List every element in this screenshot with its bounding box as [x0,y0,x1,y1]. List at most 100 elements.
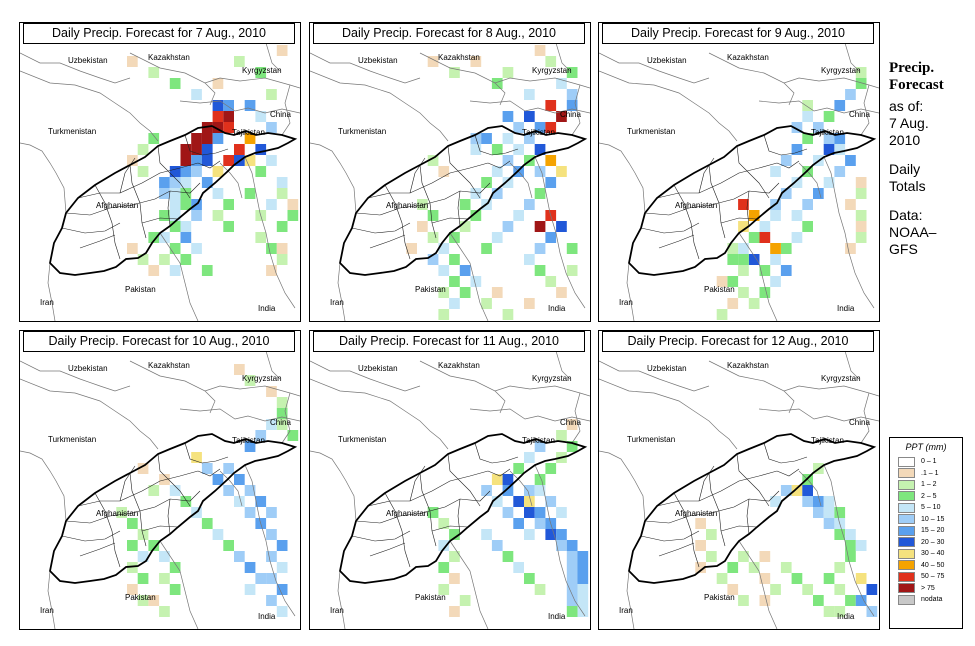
precip-cell [159,177,170,188]
precip-cell [427,155,439,166]
country-border [337,570,346,629]
province-border [77,470,199,507]
precip-cell [545,56,557,67]
precip-cell [276,243,288,254]
precip-cell [524,507,535,518]
precip-cell [276,562,288,573]
province-border [474,442,519,464]
province-border [736,145,770,199]
precip-cell [834,100,846,111]
country-border [281,392,291,444]
country-border [509,470,533,507]
map-label-kazakhstan: Kazakhstan [438,361,480,370]
map-label-india: India [548,612,566,621]
precip-cell [191,155,202,166]
precip-cell [212,78,224,89]
map-label-china: China [849,418,870,427]
precip-cell [566,67,578,78]
precip-cell [127,518,138,529]
precip-cell [449,551,460,562]
precip-cell [855,78,867,89]
data-line1: Data: [889,207,923,223]
map-frame: Uzbekistan Kazakhstan Kyrgyzstan Turkmenist… [309,22,591,322]
precip-cell [127,540,138,551]
precip-cell [127,243,138,254]
province-border [119,157,136,194]
precip-cell [534,243,546,254]
legend-label: .1 – 1 [921,469,939,477]
precip-cell [180,177,192,188]
precip-cell [545,496,557,507]
precip-cell [223,122,234,133]
country-border [494,82,506,106]
precip-cell [470,188,482,199]
precip-cell [759,232,771,243]
precip-cell [738,221,749,232]
province-border [746,190,750,227]
province-border [708,164,726,239]
country-border [244,464,296,617]
precip-cell [759,551,771,562]
map-label-tajikistan: Tajikistan [232,436,265,445]
legend-label: 5 – 10 [921,504,941,512]
precip-map [20,23,300,321]
precip-cell [716,309,728,320]
precip-cell [459,595,471,606]
precip-cell [191,243,202,254]
precip-cell [234,144,245,155]
precip-cell [866,606,878,617]
precip-cell [169,265,181,276]
province-border [129,164,147,239]
precip-cell [813,122,824,133]
map-label-turkmenistan: Turkmenistan [48,127,97,136]
map-label-iran: Iran [40,606,54,615]
precip-cell [513,496,524,507]
country-border [783,390,795,414]
province-border [447,145,481,199]
asof-line2: 7 Aug. [889,115,929,131]
legend-swatch [898,583,915,594]
precip-cell [276,221,288,232]
country-border [599,142,646,214]
precip-cell [813,188,824,199]
precip-cell [845,529,856,540]
legend-row: 15 – 20 [898,525,962,537]
legend-swatch [898,571,915,582]
precip-cell [780,155,792,166]
precip-cell [438,166,450,177]
precip-cell [234,496,245,507]
precip-cell [502,67,514,78]
legend-swatch [898,560,915,571]
precip-cell [545,177,557,188]
precip-cell [738,265,749,276]
map-label-afghanistan: Afghanistan [386,201,429,210]
precip-cell [459,287,471,298]
precip-cell [855,221,867,232]
precip-cell [855,188,867,199]
province-border [720,525,758,532]
precip-cell [524,485,535,496]
province-border [157,145,191,199]
map-label-uzbekistan: Uzbekistan [647,56,687,65]
province-border [776,468,800,477]
country-border [204,82,216,106]
precip-cell [834,133,846,144]
precip-cell [438,287,450,298]
precip-cell [191,166,202,177]
precip-cell [534,166,546,177]
precip-cell [266,529,277,540]
precip-cell [255,166,267,177]
province-border [79,542,116,557]
precip-cell [180,496,192,507]
country-border [449,232,489,321]
precip-cell [845,540,856,551]
province-border [184,442,229,464]
province-border [658,234,695,249]
country-border [469,408,590,422]
map-label-turkmenistan: Turkmenistan [627,435,676,444]
precip-cell [266,243,277,254]
precip-cell [438,265,450,276]
precip-cell [266,199,277,210]
precip-cell [148,595,160,606]
precip-cell [534,474,546,485]
